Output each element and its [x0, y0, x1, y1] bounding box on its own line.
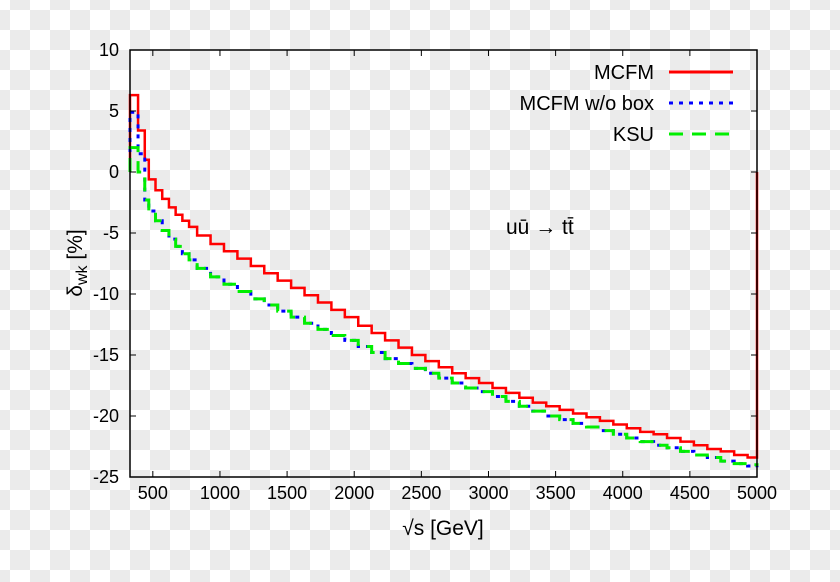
series-line-1 [128, 93, 759, 459]
y-axis-label-unit: [%] [64, 229, 87, 265]
x-tick-label: 3500 [536, 483, 576, 503]
y-tick-label: -5 [103, 223, 119, 243]
y-tick-label: -15 [93, 345, 119, 365]
annotation-process: uū → tt̄ [506, 216, 574, 239]
x-tick-label: 3000 [468, 483, 508, 503]
y-axis-label: δwk [%] [64, 229, 91, 296]
tick-layer: 500 1000 1500 2000 2500 3000 3500 4000 4500 5000 -… [93, 40, 777, 503]
x-tick-label: 1500 [267, 483, 307, 503]
x-tick-label: 4000 [603, 483, 643, 503]
y-tick-label: 5 [109, 101, 119, 121]
legend-label: MCFM [594, 62, 654, 84]
x-axis-label: √s [GeV] [402, 517, 484, 540]
x-tick-label: 4500 [670, 483, 710, 503]
x-tick-label: 2500 [401, 483, 441, 503]
series-line-2 [128, 110, 759, 468]
y-axis-label-main: δ [64, 285, 87, 297]
y-tick-label: 10 [99, 40, 119, 60]
x-tick-label: 5000 [737, 483, 777, 503]
legend-label: KSU [613, 124, 654, 146]
y-tick-label: -25 [93, 467, 119, 487]
x-tick-label: 1000 [200, 483, 240, 503]
series-layer [128, 93, 759, 468]
series-line-3 [128, 146, 759, 467]
x-tick-label: 500 [138, 483, 168, 503]
x-tick-label: 2000 [334, 483, 374, 503]
plot-frame [129, 49, 758, 478]
y-tick-label: -20 [93, 406, 119, 426]
y-tick-label: -10 [93, 284, 119, 304]
legend-label: MCFM w/o box [520, 93, 654, 115]
legend: MCFM MCFM w/o box KSU [520, 62, 733, 146]
y-axis-label-sub: wk [74, 264, 91, 286]
y-tick-label: 0 [109, 162, 119, 182]
